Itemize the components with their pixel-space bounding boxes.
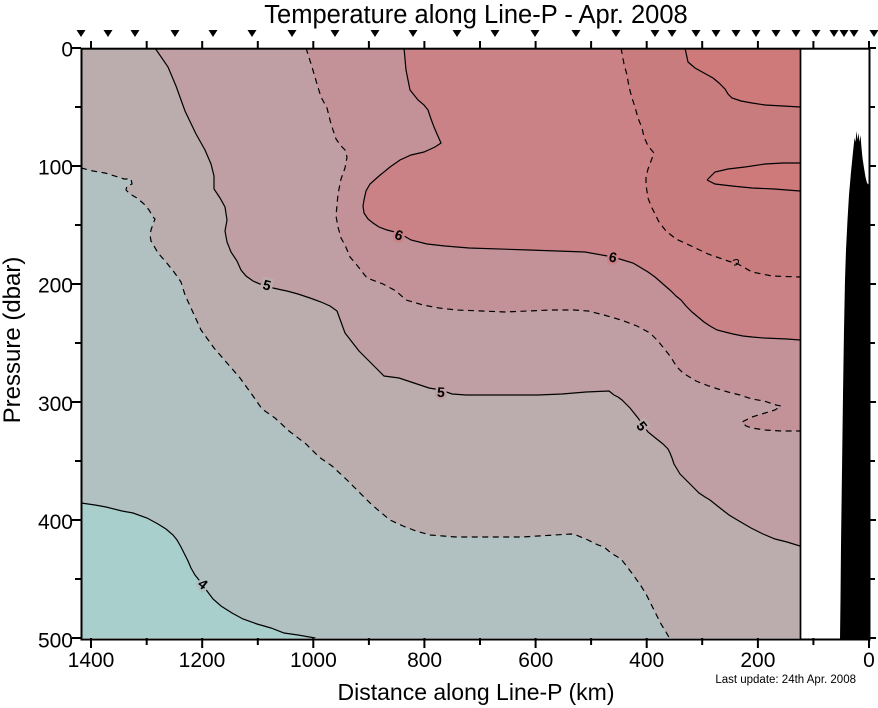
svg-text:1400: 1400	[68, 649, 115, 672]
svg-text:Last update: 24th Apr. 2008: Last update: 24th Apr. 2008	[715, 674, 856, 686]
svg-text:100: 100	[38, 157, 73, 180]
svg-text:Temperature along Line-P - Apr: Temperature along Line-P - Apr. 2008	[264, 1, 687, 29]
svg-text:5: 5	[437, 384, 446, 401]
svg-text:600: 600	[518, 649, 553, 672]
svg-text:300: 300	[38, 393, 73, 416]
svg-text:1000: 1000	[290, 649, 337, 672]
svg-text:400: 400	[38, 511, 73, 534]
svg-text:200: 200	[740, 649, 775, 672]
svg-text:0: 0	[863, 649, 875, 672]
svg-text:200: 200	[38, 275, 73, 298]
svg-text:400: 400	[629, 649, 664, 672]
svg-text:1200: 1200	[179, 649, 226, 672]
svg-text:Pressure (dbar): Pressure (dbar)	[0, 257, 26, 424]
svg-text:0: 0	[61, 38, 73, 61]
svg-text:Distance along Line-P (km): Distance along Line-P (km)	[338, 679, 615, 705]
svg-text:800: 800	[407, 649, 442, 672]
svg-text:500: 500	[38, 629, 73, 652]
